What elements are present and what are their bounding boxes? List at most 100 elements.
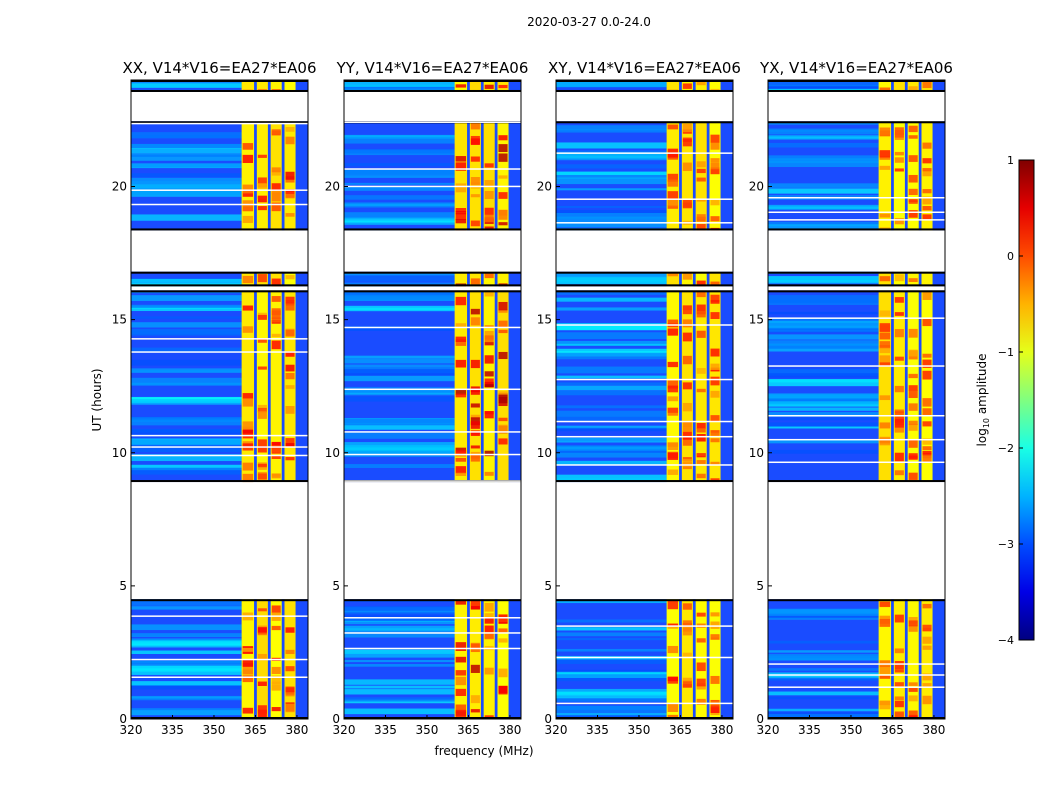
channel-patch (455, 336, 467, 342)
channel-patch (879, 150, 891, 157)
channel-patch (242, 326, 254, 333)
x-axis-label: frequency (MHz) (434, 744, 533, 758)
noise-strip (131, 624, 242, 631)
noise-strip (344, 625, 455, 630)
noise-strip (131, 399, 242, 405)
panel-title: XX, V14*V16=EA27*EA06 (122, 59, 316, 77)
x-tick-label: 320 (333, 723, 356, 737)
x-tick-label: 335 (586, 723, 609, 737)
noise-strip (344, 272, 455, 276)
channel-patch (667, 703, 679, 712)
channel-patch (484, 207, 494, 215)
channel-patch (242, 462, 254, 471)
y-axis-label: UT (hours) (90, 368, 104, 431)
noise-strip (556, 152, 667, 159)
noise-strip (131, 307, 242, 312)
channel-patch (257, 183, 267, 189)
channel-patch (242, 707, 254, 714)
channel-patch (696, 427, 706, 433)
noise-strip (131, 368, 242, 373)
flag-line (556, 89, 733, 92)
noise-strip (556, 164, 667, 169)
noise-strip (344, 369, 455, 376)
flag-line (344, 599, 521, 602)
channel-patch (257, 195, 267, 203)
channel-patch (242, 647, 254, 652)
channel-patch (285, 213, 295, 217)
channel-patch (285, 127, 295, 132)
noise-strip (131, 154, 242, 157)
y-tick-label: 15 (537, 313, 552, 327)
y-tick-label: 10 (749, 446, 764, 460)
flag-line (131, 122, 308, 125)
noise-strip (556, 474, 667, 481)
colorbar-label: log10 amplitude (975, 354, 991, 447)
x-tick-label: 365 (457, 723, 480, 737)
noise-strip (768, 612, 879, 617)
noise-strip (768, 142, 879, 148)
flag-line (556, 152, 733, 154)
channel-patch (908, 682, 918, 686)
noise-strip (344, 182, 455, 185)
channel-patch (242, 421, 254, 430)
noise-strip (344, 375, 455, 382)
channel-patch (894, 297, 904, 303)
noise-strip (768, 221, 879, 227)
flag-line (131, 454, 308, 457)
noise-strip (556, 375, 667, 379)
noise-strip (556, 712, 667, 716)
flag-line (131, 615, 308, 617)
y-tick-label: 10 (112, 446, 127, 460)
channel-patch (922, 645, 932, 650)
channel-patch (470, 194, 480, 198)
channel-patch (667, 645, 679, 654)
channel-patch (257, 466, 267, 470)
flag-line (556, 121, 733, 124)
noise-strip (344, 220, 455, 225)
channel-patch (498, 616, 508, 623)
channel-patch (894, 425, 904, 433)
channel-patch (879, 346, 891, 354)
channel-patch (242, 430, 254, 439)
channel-patch (470, 403, 480, 408)
channel-patch (908, 620, 918, 627)
channel-patch (455, 207, 467, 213)
channel-patch (484, 163, 494, 168)
channel-patch (682, 425, 692, 433)
flag-line (768, 290, 945, 293)
noise-strip (556, 125, 667, 131)
noise-strip (768, 696, 879, 700)
flag-line (768, 599, 945, 602)
flag-line (344, 284, 521, 287)
flag-line (131, 434, 308, 437)
flag-line (344, 326, 521, 329)
channel-band (241, 290, 255, 483)
channel-patch (710, 363, 720, 370)
channel-patch (894, 614, 904, 623)
noise-strip (131, 665, 242, 672)
noise-strip (344, 632, 455, 638)
channel-band (469, 80, 481, 92)
flag-line (344, 271, 521, 274)
panel-title: YY, V14*V16=EA27*EA06 (336, 59, 529, 77)
x-tick-label: 350 (203, 723, 226, 737)
flag-line (344, 228, 521, 231)
flag-line (131, 89, 308, 92)
channel-patch (879, 325, 891, 333)
channel-patch (682, 382, 692, 390)
channel-patch (484, 602, 494, 612)
noise-strip (768, 348, 879, 352)
flag-line (768, 80, 945, 82)
channel-patch (710, 167, 720, 175)
channel-patch (285, 457, 295, 461)
panel-1: YY, V14*V16=EA27*EA06 320 335 350 365 380 0 5 10… (325, 59, 529, 737)
panel-0: XX, V14*V16=EA27*EA06 320 335 350 365 380 0 5 10… (112, 59, 317, 737)
noise-strip (768, 378, 879, 383)
channel-patch (498, 417, 508, 422)
channel-patch (257, 177, 267, 185)
channel-patch (908, 624, 918, 632)
noise-strip (768, 708, 879, 712)
colorbar-tick-label: −2 (998, 442, 1014, 455)
channel-patch (908, 710, 918, 715)
channel-patch (242, 215, 254, 224)
